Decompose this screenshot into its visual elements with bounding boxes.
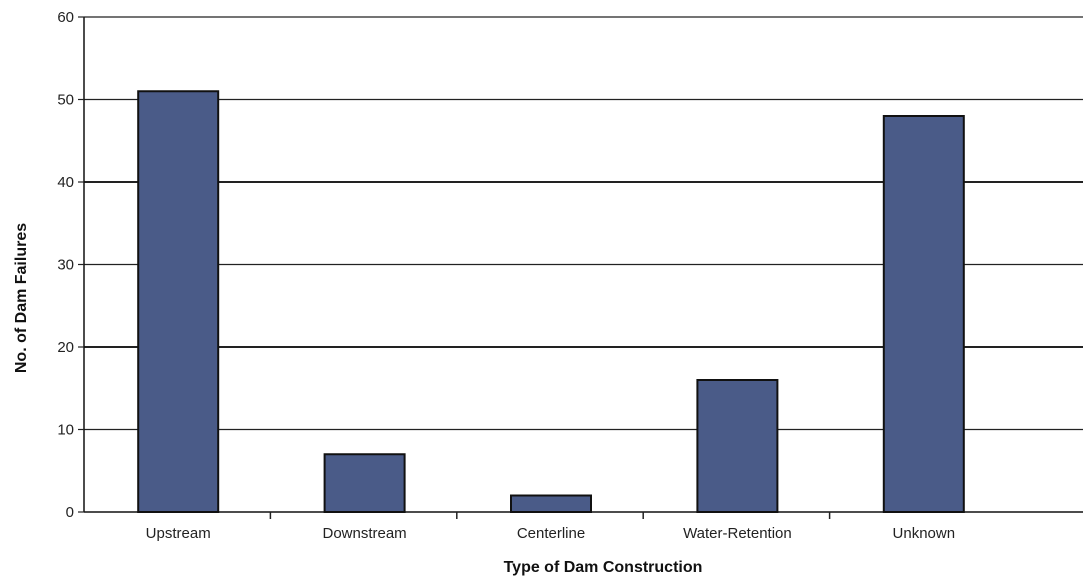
- x-axis-title: Type of Dam Construction: [504, 559, 703, 576]
- y-tick-label: 10: [57, 422, 74, 439]
- x-tick-label: Water-Retention: [683, 525, 792, 542]
- y-axis-title: No. of Dam Failures: [13, 223, 30, 373]
- x-tick-labels: Upstream Downstream Centerline Water-Retent…: [146, 512, 955, 542]
- y-tick-labels: 0 10 20 30 40 50 60: [57, 9, 84, 521]
- bar-downstream: [323, 453, 406, 513]
- y-tick-label: 60: [57, 9, 74, 26]
- bars: [137, 90, 965, 513]
- bar-centerline: [510, 494, 592, 513]
- x-tick-label: Unknown: [893, 525, 956, 542]
- bar-upstream: [137, 90, 220, 513]
- y-tick-label: 0: [66, 504, 74, 521]
- x-tick-label: Upstream: [146, 525, 211, 542]
- y-tick-label: 50: [57, 92, 74, 109]
- bar-water-retention: [696, 379, 779, 513]
- y-tick-label: 30: [57, 257, 74, 274]
- y-tick-label: 20: [57, 339, 74, 356]
- bar-unknown: [882, 115, 965, 513]
- x-tick-label: Downstream: [322, 525, 406, 542]
- y-tick-label: 40: [57, 174, 74, 191]
- x-tick-label: Centerline: [517, 525, 585, 542]
